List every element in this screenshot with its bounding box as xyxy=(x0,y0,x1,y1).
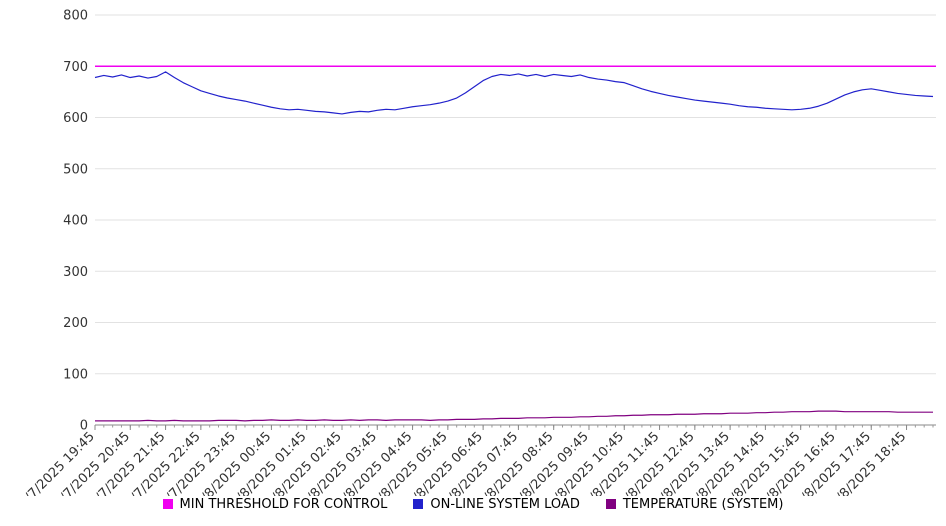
y-axis-tick-label: 800 xyxy=(63,9,88,24)
legend-swatch-icon-on-line-system-load xyxy=(413,499,424,509)
y-axis-tick-label: 400 xyxy=(63,214,88,229)
y-axis-tick-label: 300 xyxy=(63,265,88,280)
y-axis-tick-label: 100 xyxy=(63,367,88,382)
chart-figure: 0 100 200 300 400 500 600 700 800 12/7/2025 19:45… xyxy=(11,9,936,516)
legend-label-min-threshold-for-control: MIN THRESHOLD FOR CONTROL xyxy=(179,496,388,512)
series-line-on-line-system-load xyxy=(94,71,934,115)
legend-label-temperature-system: TEMPERATURE (SYSTEM) xyxy=(622,496,784,512)
y-axis-tick-label: 700 xyxy=(63,60,88,75)
y-axis-tick-label: 0 xyxy=(80,419,88,434)
y-axis-tick-label: 600 xyxy=(63,111,88,126)
legend-item-on-line-system-load: ON-LINE SYSTEM LOAD xyxy=(413,496,580,512)
y-axis-tick-label: 200 xyxy=(63,316,88,331)
legend-label-on-line-system-load: ON-LINE SYSTEM LOAD xyxy=(430,496,580,512)
legend-item-temperature-system: TEMPERATURE (SYSTEM) xyxy=(605,496,784,512)
chart-legend: MIN THRESHOLD FOR CONTROL ON-LINE SYSTEM … xyxy=(0,490,946,518)
y-axis-tick-label: 500 xyxy=(63,162,88,177)
legend-swatch-icon-temperature-system xyxy=(605,499,616,509)
series-line-temperature-system xyxy=(95,410,933,422)
legend-item-min-threshold-for-control: MIN THRESHOLD FOR CONTROL xyxy=(162,496,388,512)
legend-swatch-icon-min-threshold-for-control xyxy=(162,499,173,509)
